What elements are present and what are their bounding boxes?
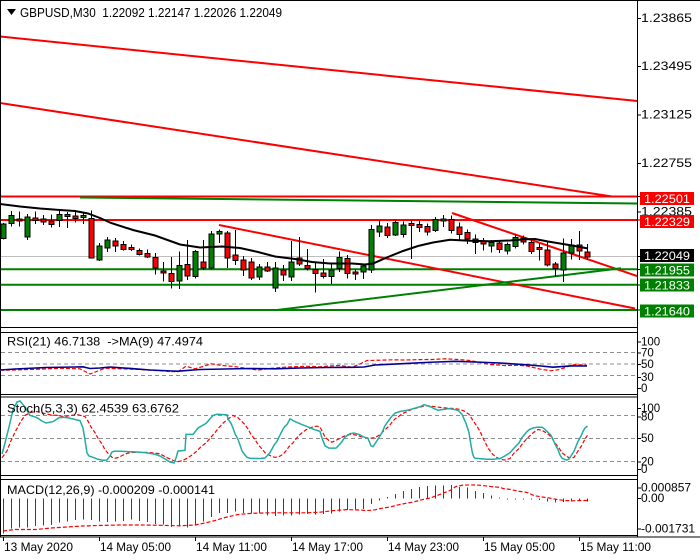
svg-text:14 May 17:00: 14 May 17:00 xyxy=(292,540,363,554)
svg-text:GBPUSD,M30 1.22092 1.22147 1.: GBPUSD,M30 1.22092 1.22147 1.22026 1.220… xyxy=(20,5,282,20)
svg-text:1.21833: 1.21833 xyxy=(644,279,690,293)
svg-text:70: 70 xyxy=(641,348,654,360)
svg-text:100: 100 xyxy=(641,337,660,349)
svg-text:14 May 05:00: 14 May 05:00 xyxy=(100,540,171,554)
svg-text:0: 0 xyxy=(641,383,647,395)
svg-text:1.21640: 1.21640 xyxy=(644,305,690,319)
svg-text:Stoch(5,3,3) 62.4539 63.6762: Stoch(5,3,3) 62.4539 63.6762 xyxy=(7,402,179,416)
svg-text:100: 100 xyxy=(641,403,660,415)
svg-text:1.22329: 1.22329 xyxy=(644,215,690,229)
svg-text:15 May 11:00: 15 May 11:00 xyxy=(580,540,651,554)
svg-text:MACD(12,26,9) -0.000209 -0.000: MACD(12,26,9) -0.000209 -0.000141 xyxy=(7,483,215,497)
svg-text:50: 50 xyxy=(641,433,654,445)
svg-text:14 May 23:00: 14 May 23:00 xyxy=(388,540,459,554)
svg-text:1.23125: 1.23125 xyxy=(641,108,692,122)
svg-text:0.00: 0.00 xyxy=(641,491,665,505)
svg-text:13 May 2020: 13 May 2020 xyxy=(4,540,73,554)
svg-text:14 May 11:00: 14 May 11:00 xyxy=(196,540,267,554)
svg-text:50: 50 xyxy=(641,359,654,371)
svg-text:30: 30 xyxy=(641,372,654,384)
svg-text:0: 0 xyxy=(641,464,647,476)
svg-text:1.22049: 1.22049 xyxy=(644,249,690,263)
svg-text:-0.001731: -0.001731 xyxy=(641,522,695,536)
svg-text:1.23495: 1.23495 xyxy=(641,59,692,73)
svg-text:0.000857: 0.000857 xyxy=(641,481,691,495)
svg-text:RSI(21) 46.7138 ->MA(9) 47.49: RSI(21) 46.7138 ->MA(9) 47.4974 xyxy=(7,335,203,349)
svg-text:1.21955: 1.21955 xyxy=(644,264,690,278)
svg-text:20: 20 xyxy=(641,456,654,468)
svg-text:1.23865: 1.23865 xyxy=(641,11,692,25)
svg-text:1.22755: 1.22755 xyxy=(641,156,692,170)
svg-text:15 May 05:00: 15 May 05:00 xyxy=(484,540,555,554)
svg-text:80: 80 xyxy=(641,412,654,424)
svg-text:1.22501: 1.22501 xyxy=(644,192,690,206)
